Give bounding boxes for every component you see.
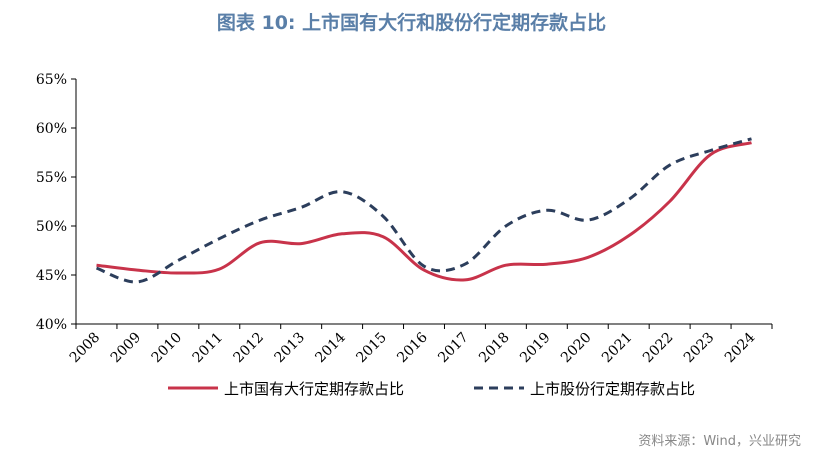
data-point — [177, 259, 180, 262]
data-point — [750, 137, 753, 140]
y-tick-label: 55% — [36, 170, 67, 186]
data-point — [545, 263, 548, 266]
series-line-1 — [96, 141, 752, 282]
data-point — [504, 225, 507, 228]
y-tick-label: 60% — [36, 121, 67, 137]
data-point — [504, 264, 507, 267]
data-point — [463, 278, 466, 281]
data-point — [750, 141, 753, 144]
data-point — [218, 237, 221, 240]
legend-label-1: 上市国有大行定期存款占比 — [224, 380, 404, 398]
x-tick-label: 2020 — [558, 330, 595, 367]
y-tick-label: 45% — [36, 268, 67, 284]
data-point — [668, 164, 671, 167]
data-point — [259, 241, 262, 244]
data-point — [259, 219, 262, 222]
data-point — [627, 198, 630, 201]
data-point — [423, 265, 426, 268]
source-note: 资料来源：Wind，兴业研究 — [638, 434, 801, 449]
series-line-2 — [95, 137, 752, 284]
x-tick-label: 2017 — [435, 330, 472, 367]
x-tick-label: 2010 — [149, 330, 186, 367]
data-point — [463, 263, 466, 266]
x-tick-label: 2009 — [108, 330, 145, 367]
data-point — [709, 153, 712, 156]
y-tick-label: 40% — [36, 317, 67, 333]
data-point — [300, 206, 303, 209]
data-point — [136, 269, 139, 272]
x-tick-label: 2014 — [312, 329, 349, 366]
data-point — [95, 267, 98, 270]
x-tick-label: 2024 — [722, 329, 759, 366]
data-point — [341, 232, 344, 235]
data-point — [218, 268, 221, 271]
x-tick-label: 2015 — [353, 330, 390, 367]
data-point — [586, 256, 589, 259]
x-tick-label: 2008 — [67, 330, 104, 367]
data-point — [95, 264, 98, 267]
x-tick-label: 2012 — [231, 330, 268, 367]
y-tick-label: 65% — [36, 72, 67, 88]
legend-label-2: 上市股份行定期存款占比 — [530, 380, 695, 398]
data-point — [341, 190, 344, 193]
data-point — [136, 280, 139, 283]
data-point — [423, 269, 426, 272]
x-tick-label: 2011 — [190, 330, 227, 367]
data-point — [382, 215, 385, 218]
x-tick-label: 2019 — [517, 330, 554, 367]
data-point — [586, 219, 589, 222]
y-tick-label: 50% — [36, 219, 67, 235]
data-point — [300, 242, 303, 245]
data-point — [627, 234, 630, 237]
data-point — [668, 200, 671, 203]
data-point — [382, 235, 385, 238]
data-point — [545, 209, 548, 212]
x-tick-label: 2018 — [476, 330, 513, 367]
chart-title: 图表 10: 上市国有大行和股份行定期存款占比 — [216, 12, 607, 34]
x-tick-label: 2016 — [394, 329, 431, 366]
x-tick-label: 2022 — [640, 330, 677, 367]
x-tick-label: 2013 — [271, 330, 308, 367]
data-point — [177, 272, 180, 275]
x-tick-label: 2023 — [681, 330, 718, 367]
data-point — [709, 149, 712, 152]
x-tick-label: 2021 — [599, 330, 636, 367]
